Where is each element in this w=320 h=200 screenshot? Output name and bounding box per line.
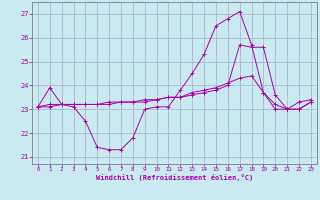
X-axis label: Windchill (Refroidissement éolien,°C): Windchill (Refroidissement éolien,°C)	[96, 174, 253, 181]
